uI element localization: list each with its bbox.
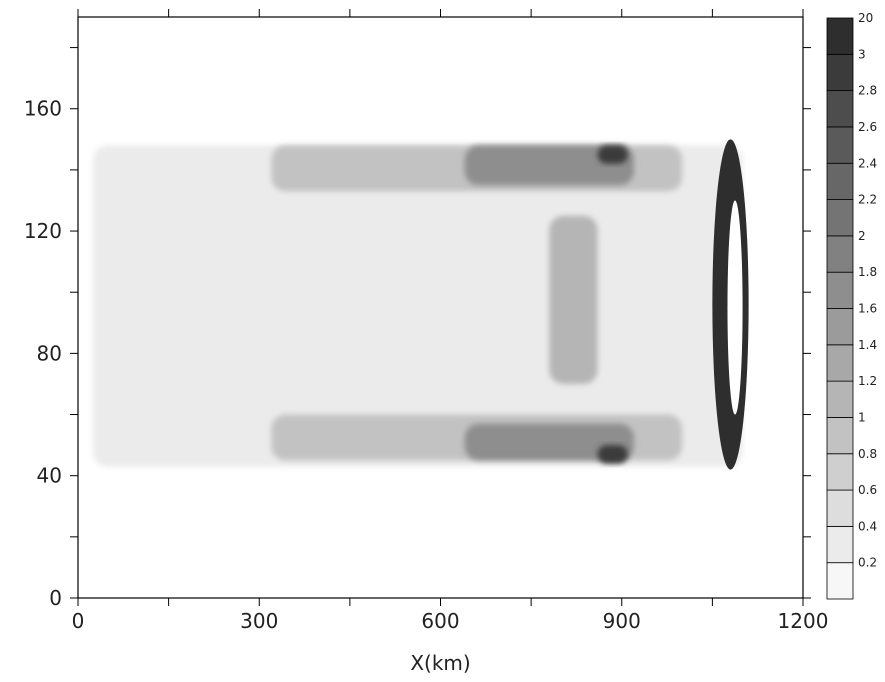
colorbar-box — [826, 525, 854, 564]
colorbar-box — [826, 380, 854, 418]
x-tick-label: 900 — [603, 609, 641, 633]
x-tick-label: 600 — [421, 609, 459, 633]
colorbar-label: 1.2 — [858, 374, 877, 388]
colorbar-box — [826, 562, 854, 600]
colorbar-box — [826, 308, 854, 346]
colorbar-box — [826, 417, 854, 455]
colorbar-box — [826, 344, 854, 382]
colorbar-label: 2.4 — [858, 156, 877, 170]
colorbar-label: 2.2 — [858, 193, 877, 207]
contour-region-5 — [597, 445, 628, 464]
colorbar-box — [826, 162, 854, 200]
colorbar: 0.2 0.4 0.6 0.8 1 1.2 1.4 1.6 1.8 2 2.2 2.4 2.6 2.8 3 2… — [826, 11, 877, 600]
colorbar-label: 1.4 — [858, 338, 877, 352]
colorbar-label: 2.8 — [858, 84, 877, 98]
colorbar-box — [826, 489, 854, 527]
y-tick-label: 160 — [24, 97, 62, 121]
axes: 0 300 600 900 1200 0 40 80 120 160 — [24, 9, 829, 633]
x-tick-label: 300 — [240, 609, 278, 633]
contour-region-4 — [464, 145, 634, 186]
colorbar-label: 0.8 — [858, 447, 877, 461]
colorbar-box — [826, 53, 854, 92]
colorbar-label: 3 — [858, 47, 866, 61]
contour-region-7 — [549, 215, 598, 384]
colorbar-box — [826, 453, 854, 491]
x-axis-label: X(km) — [410, 651, 470, 675]
colorbar-label: 0.6 — [858, 483, 877, 497]
contour-region-6 — [597, 145, 628, 164]
colorbar-label: 2.6 — [858, 120, 877, 134]
colorbar-box — [826, 271, 854, 309]
colorbar-label: 1.8 — [858, 265, 877, 279]
x-tick-label: 1200 — [778, 609, 829, 633]
y-tick-label: 0 — [49, 586, 62, 610]
y-tick-label: 120 — [24, 219, 62, 243]
colorbar-box — [826, 199, 854, 237]
contour-region-3 — [464, 423, 634, 461]
colorbar-label: 1.6 — [858, 302, 877, 316]
y-tick-label: 40 — [37, 464, 62, 488]
colorbar-label: 0.4 — [858, 519, 877, 533]
y-tick-label: 80 — [37, 341, 62, 365]
colorbar-box — [826, 90, 854, 128]
contour-field — [93, 139, 749, 470]
colorbar-label: 0.2 — [858, 556, 877, 570]
colorbar-box — [826, 17, 854, 55]
colorbar-box — [826, 235, 854, 273]
colorbar-label: 2 — [858, 229, 866, 243]
colorbar-label: 20 — [858, 11, 873, 25]
x-tick-label: 0 — [72, 609, 85, 633]
colorbar-box — [826, 126, 854, 164]
colorbar-label: 1 — [858, 410, 866, 424]
contour-region-9 — [727, 200, 743, 415]
